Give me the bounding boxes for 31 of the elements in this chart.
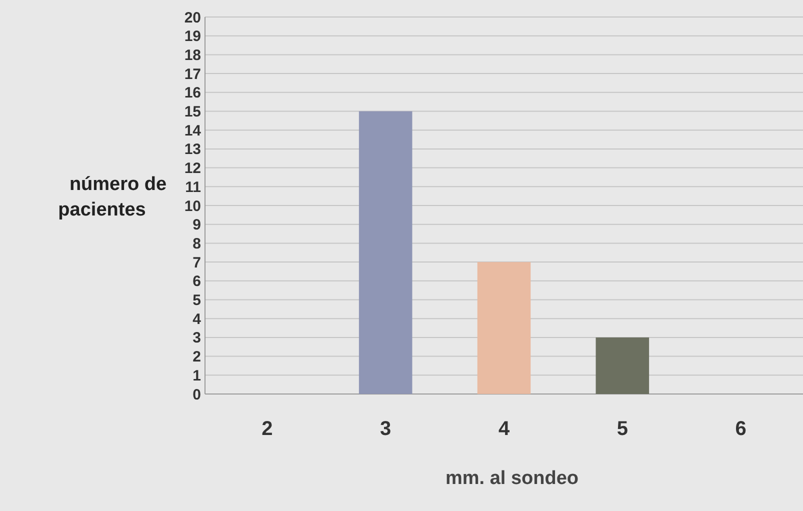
y-tick-label: 2: [192, 348, 201, 366]
y-tick-label: 15: [184, 104, 201, 120]
y-tick-label: 13: [184, 141, 201, 158]
y-tick-label: 12: [184, 160, 201, 178]
y-tick-label: 8: [192, 235, 201, 252]
y-tick-label: 16: [184, 84, 201, 102]
y-tick-label: 6: [192, 273, 201, 290]
bar: [358, 111, 412, 394]
y-tick-label: 7: [192, 254, 201, 272]
y-tick-label: 10: [184, 198, 201, 215]
bar: [596, 337, 650, 394]
y-tick-label: 18: [184, 46, 201, 64]
y-tick-label: 19: [184, 28, 201, 46]
y-tick-label: 20: [184, 9, 201, 26]
y-tick-label: 4: [192, 310, 202, 328]
x-tick-label: 3: [380, 418, 392, 440]
y-tick-label: 17: [184, 66, 201, 83]
y-axis-title: número de pacientes: [58, 174, 167, 221]
x-tick-label: 2: [262, 418, 273, 440]
y-tick-label: 11: [185, 178, 201, 196]
x-tick-label: 5: [616, 418, 628, 440]
x-tick-label: 6: [735, 418, 746, 440]
bar: [477, 262, 531, 394]
x-axis-title: mm. al sondeo: [445, 468, 579, 489]
x-tick-label: 4: [498, 418, 510, 440]
y-tick-label: 14: [184, 122, 202, 140]
y-tick-label: 0: [192, 386, 201, 404]
y-tick-label: 3: [192, 330, 201, 347]
y-tick-label: 5: [192, 292, 201, 309]
y-tick-label: 9: [192, 216, 201, 234]
y-tick-label: 1: [192, 367, 201, 384]
